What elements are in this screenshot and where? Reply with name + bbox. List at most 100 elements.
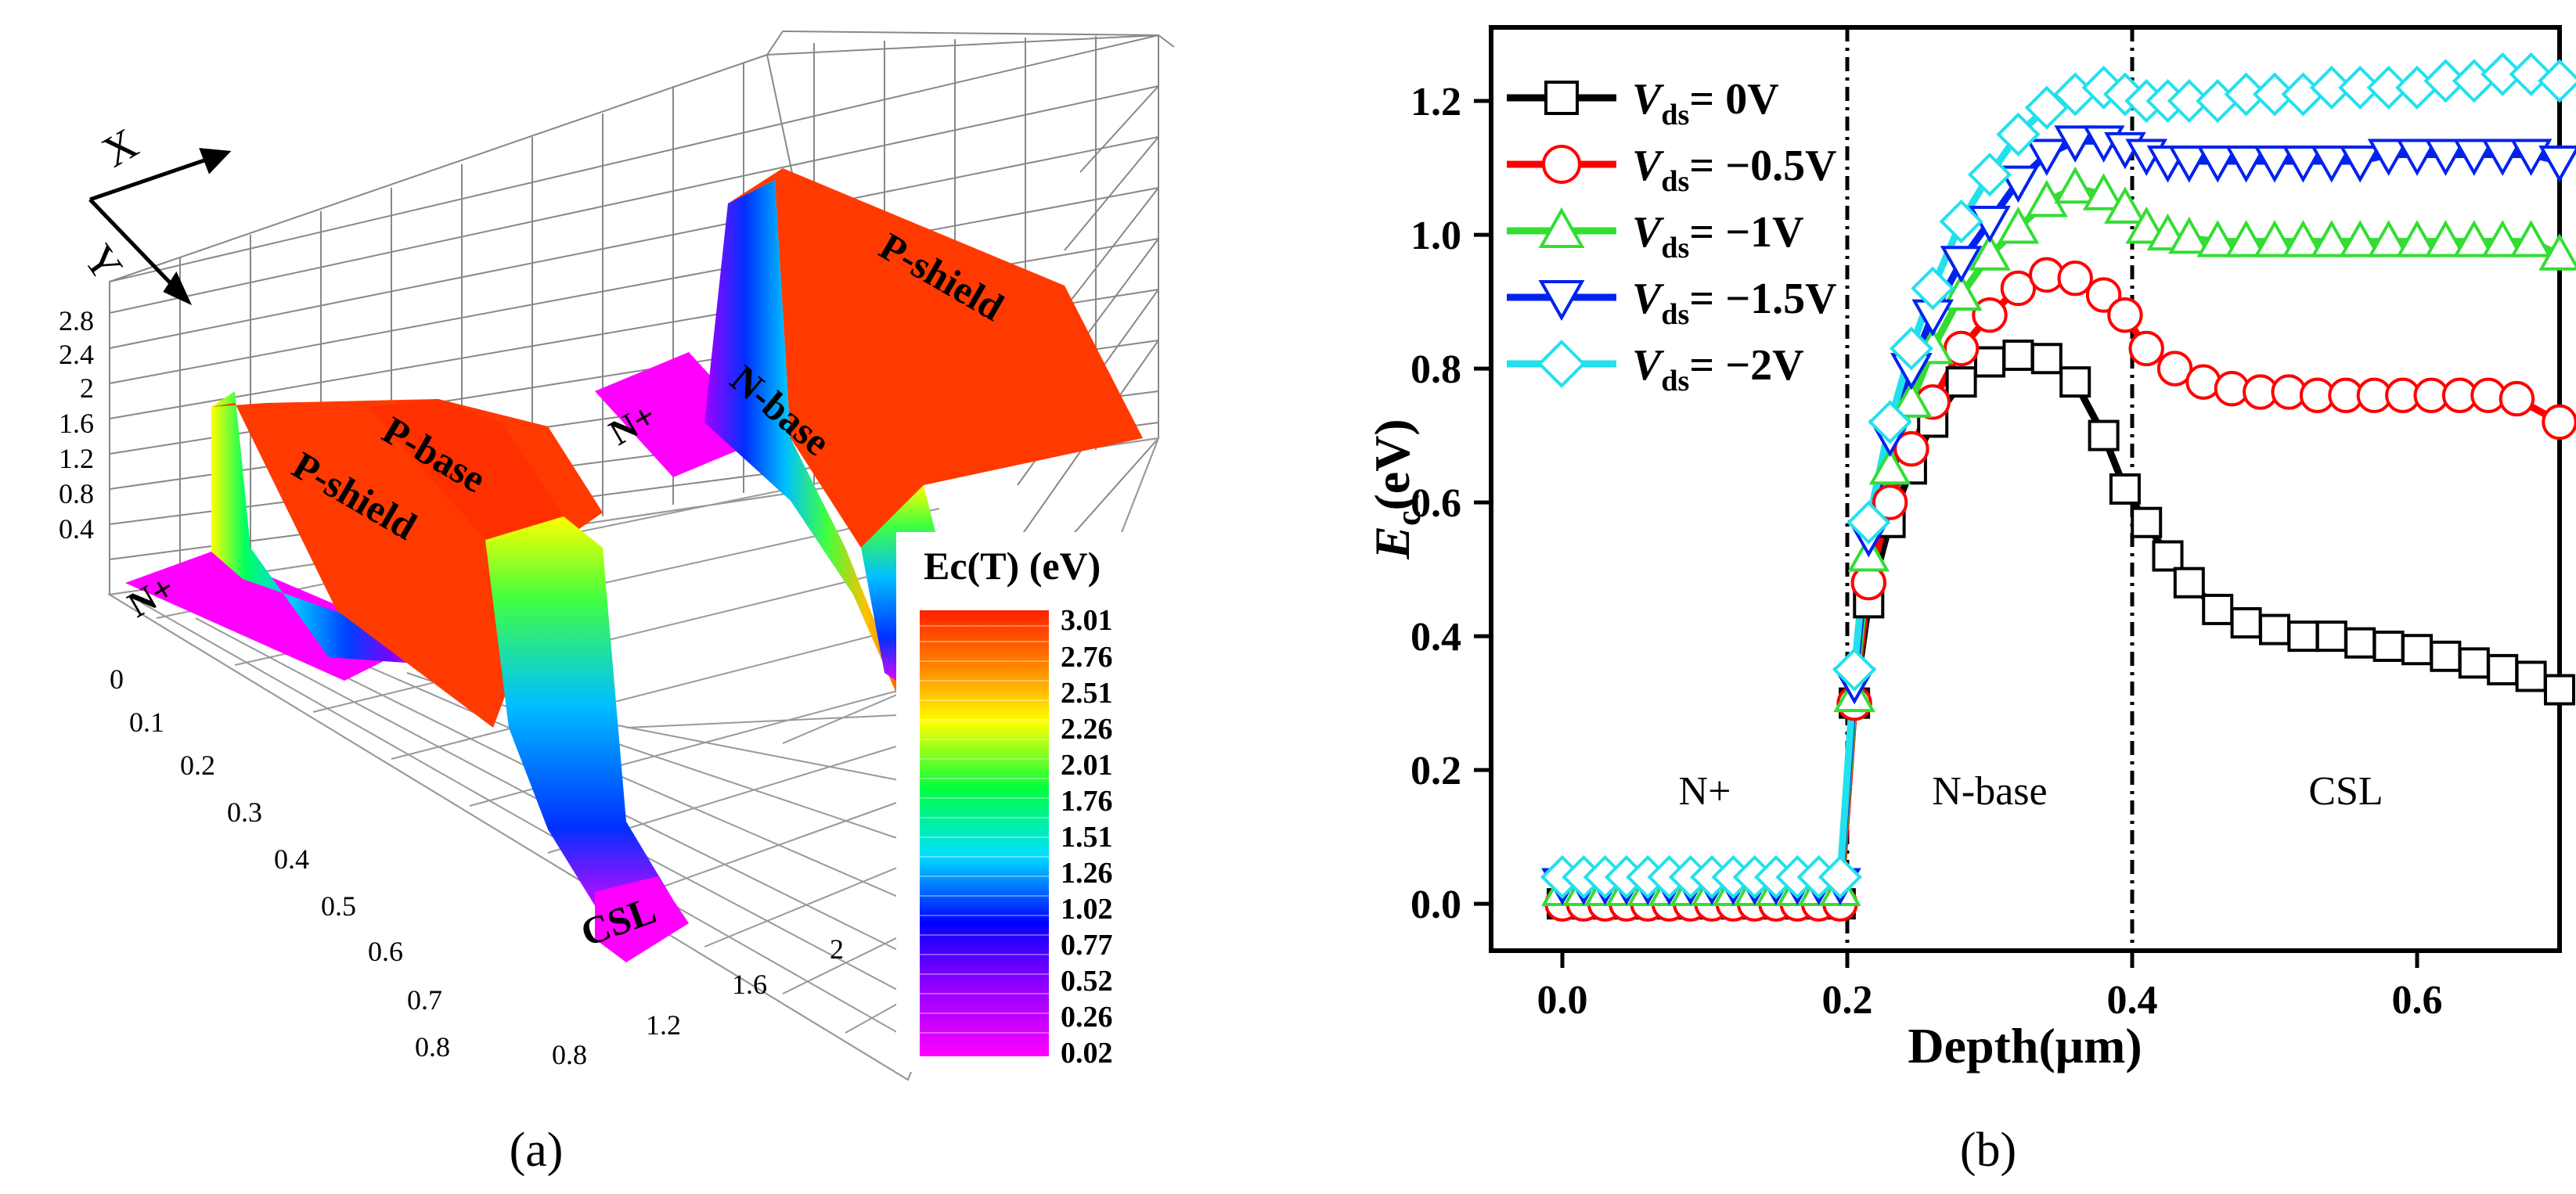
z-tick: 0.4: [59, 513, 94, 545]
z-tick: 2.4: [59, 339, 94, 370]
legend-sub: ds: [1661, 99, 1689, 131]
region-boundaries: [1845, 27, 2135, 951]
legend-sub: ds: [1661, 232, 1689, 264]
marker-diamond: [1868, 400, 1912, 444]
colorbar-tick: 0.77: [1061, 929, 1113, 962]
region-label: CSL: [2308, 769, 2383, 814]
marker-triangle-down: [2481, 138, 2524, 176]
marker-triangle-up: [2481, 220, 2524, 257]
x-tick: 1.2: [646, 1009, 681, 1041]
arrow-label-x: X: [95, 119, 146, 177]
legend-var: V: [1632, 75, 1665, 124]
legend-label: Vds= −0.5V: [1632, 142, 1837, 198]
x-axis-ticks: 0.0 0.2 0.4 0.6: [1537, 951, 2443, 1023]
marker-square: [2544, 674, 2575, 706]
marker-diamond: [1537, 340, 1586, 388]
marker-circle: [1972, 297, 2008, 333]
marker-square: [2372, 630, 2405, 662]
marker-triangle-up: [2339, 220, 2382, 257]
legend-tail: = 0V: [1689, 75, 1778, 124]
surface-csl-floor: [595, 876, 689, 962]
marker-triangle-up: [1997, 207, 2040, 244]
marker-square: [2515, 660, 2547, 692]
marker-triangle-up: [2452, 220, 2495, 257]
marker-circle: [2057, 260, 2093, 297]
legend-label: Vds= −2V: [1632, 341, 1804, 397]
marker-diamond: [2537, 59, 2576, 103]
y-tick-label: 0.8: [1410, 347, 1461, 392]
marker-square: [2030, 343, 2063, 375]
plot-frame: [1489, 25, 2562, 953]
marker-triangle-up: [2424, 220, 2467, 257]
y-tick: 0.2: [180, 750, 215, 781]
surface-n-plus-right: [595, 352, 767, 477]
y-axis-label-main: E: [1364, 526, 1420, 560]
marker-square: [2344, 627, 2376, 659]
marker-diamond: [1996, 112, 2041, 156]
marker-square: [2109, 473, 2141, 505]
surface-csl-drop: [485, 516, 673, 931]
surface-p-base-top: [368, 399, 564, 540]
marker-triangle-up: [2538, 233, 2576, 271]
marker-circle: [2085, 277, 2122, 313]
marker-triangle-up: [1868, 447, 1911, 485]
y-tick: 0.1: [129, 707, 164, 738]
series-line: [1562, 351, 2561, 908]
colorbar-tick: 1.51: [1061, 821, 1113, 854]
marker-triangle-down: [2424, 138, 2467, 176]
marker-square: [2401, 634, 2433, 666]
x-tick-label: 0.2: [1822, 978, 1873, 1023]
legend-var: V: [1632, 142, 1665, 190]
marker-triangle-up: [1538, 207, 1585, 248]
colorbar-tick: 0.52: [1061, 965, 1113, 998]
marker-triangle-down: [2538, 146, 2576, 183]
region-label: N+: [1679, 769, 1731, 814]
marker-triangle-up: [1890, 380, 1933, 418]
legend-label: Vds= −1V: [1632, 208, 1804, 264]
marker-diamond: [1939, 199, 1983, 243]
z-tick: 2: [80, 372, 94, 404]
marker-triangle-down: [1940, 246, 1983, 283]
colorbar-tick: 2.51: [1061, 677, 1113, 710]
marker-square: [2059, 366, 2091, 398]
region-label: N-base: [1932, 769, 2047, 814]
marker-circle: [2156, 351, 2193, 387]
x-tick-label: 0.4: [2107, 978, 2158, 1023]
x-tick-labels-a: 0.8 1.2 1.6 2: [552, 933, 844, 1070]
y-tick: 0.8: [415, 1031, 450, 1063]
marker-triangle-up: [2054, 166, 2097, 204]
marker-square: [2173, 566, 2205, 599]
marker-square: [2315, 620, 2347, 653]
panel-a-label: (a): [510, 1124, 564, 1177]
y-tick: 0.4: [274, 843, 309, 875]
marker-circle: [1943, 330, 1980, 367]
marker-square: [1544, 81, 1579, 115]
marker-diamond: [1832, 647, 1877, 692]
legend-sub: ds: [1661, 365, 1689, 397]
colorbar-tick: 1.26: [1061, 857, 1113, 890]
colorbar-ticks: 3.01 2.76 2.51 2.26 2.01 1.76 1.51 1.26 …: [1061, 604, 1113, 1070]
marker-triangle-up: [2125, 207, 2168, 244]
y-tick-labels-a: 0 0.1 0.2 0.3 0.4 0.5 0.6 0.7 0.8: [110, 664, 450, 1063]
legend-sub: ds: [1661, 298, 1689, 331]
marker-diamond: [1889, 326, 1933, 371]
surface-left-wall: [211, 391, 438, 665]
legend-tail: = −1.5V: [1689, 275, 1836, 323]
legend-tail: = −2V: [1689, 341, 1803, 390]
marker-square: [2152, 540, 2184, 572]
marker-square: [2259, 613, 2290, 646]
y-tick: 0.7: [407, 984, 442, 1016]
y-tick: 0.5: [321, 890, 356, 922]
x-axis-label: Depth(μm): [1908, 1018, 2142, 1074]
marker-diamond: [1967, 153, 2012, 197]
marker-circle: [1872, 484, 1908, 520]
marker-circle: [2542, 404, 2576, 441]
colorbar-tick: 0.26: [1061, 1001, 1113, 1034]
x-tick: 0.8: [552, 1039, 587, 1070]
marker-triangle-down: [2282, 146, 2325, 183]
colorbar-title: Ec(T) (eV): [924, 544, 1101, 588]
y-axis-label-tail: (eV): [1364, 419, 1420, 510]
colorbar-gradient: [920, 610, 1049, 1056]
marker-triangle-down: [2196, 146, 2239, 183]
